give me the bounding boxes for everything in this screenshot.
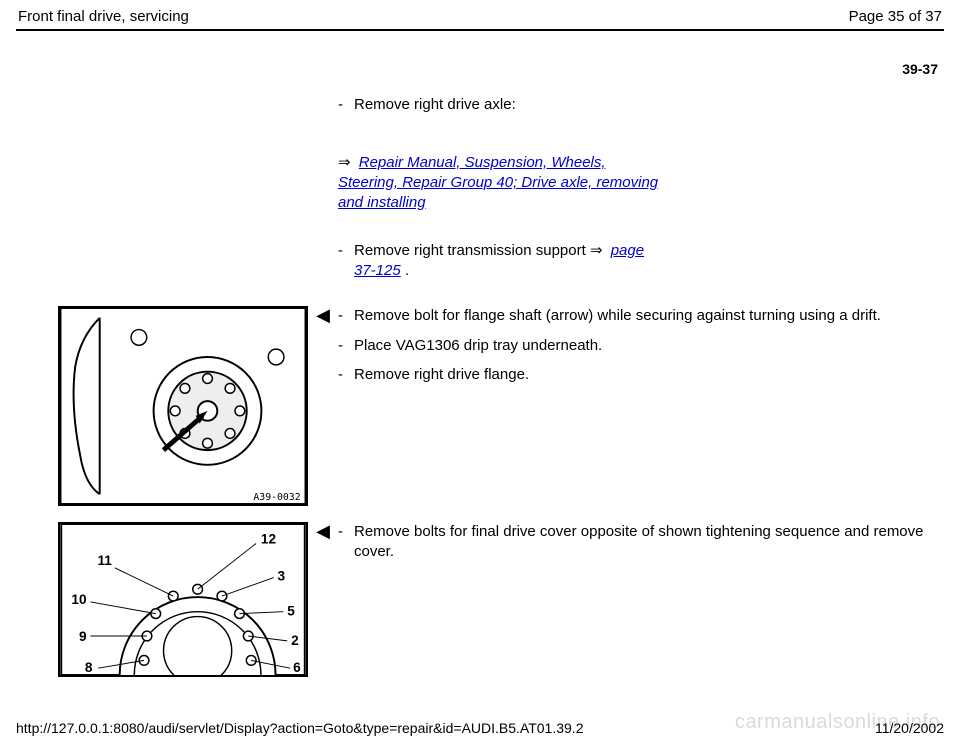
manual-reference: ⇒ Repair Manual, Suspension, Wheels, Ste… <box>338 153 662 214</box>
doc-title: Front final drive, servicing <box>18 8 189 25</box>
block-2-marker: ◀ <box>316 306 332 324</box>
step-remove-axle: Remove right drive axle: <box>338 95 662 115</box>
arrow-icon: ⇒ <box>338 154 351 171</box>
svg-text:10: 10 <box>71 592 87 607</box>
footer-url: http://127.0.0.1:8080/audi/servlet/Displ… <box>16 720 583 736</box>
block-2-list: Remove bolt for flange shaft (arrow) whi… <box>338 306 944 385</box>
svg-text:9: 9 <box>79 629 87 644</box>
page-number: Page 35 of 37 <box>849 8 942 25</box>
svg-text:11: 11 <box>97 553 112 568</box>
step-drip-tray: Place VAG1306 drip tray underneath. <box>338 336 944 356</box>
figure-cover-bolts: 8 9 10 11 12 3 5 2 6 <box>58 522 308 677</box>
block-3-marker: ◀ <box>316 522 332 540</box>
svg-text:8: 8 <box>85 660 93 675</box>
svg-text:A39-0032: A39-0032 <box>253 492 300 503</box>
page-code: 39-37 <box>16 61 938 77</box>
footer-date: 11/20/2002 <box>875 720 944 736</box>
svg-text:12: 12 <box>261 532 277 547</box>
block-1-text: Remove right drive axle: ⇒ Repair Manual… <box>332 95 662 290</box>
header-rule <box>16 29 944 31</box>
step-remove-support-post: . <box>401 262 409 279</box>
step-remove-bolt: Remove bolt for flange shaft (arrow) whi… <box>338 306 944 326</box>
block-1-list2: Remove right transmission support ⇒ page… <box>338 241 662 280</box>
block-1: Remove right drive axle: ⇒ Repair Manual… <box>16 95 944 290</box>
svg-text:5: 5 <box>287 604 295 619</box>
block-2-text: Remove bolt for flange shaft (arrow) whi… <box>332 306 944 395</box>
step-remove-flange: Remove right drive flange. <box>338 365 944 385</box>
block-3: 8 9 10 11 12 3 5 2 6 ◀ Remove bolts for … <box>16 522 944 677</box>
block-2-image-col: A39-0032 <box>16 306 316 506</box>
header-row: Front final drive, servicing Page 35 of … <box>16 8 944 27</box>
figure-flange-shaft: A39-0032 <box>58 306 308 506</box>
step-remove-cover: Remove bolts for final drive cover oppos… <box>338 522 944 561</box>
svg-text:3: 3 <box>277 569 285 584</box>
svg-text:2: 2 <box>291 633 299 648</box>
footer: http://127.0.0.1:8080/audi/servlet/Displ… <box>16 720 944 736</box>
arrow-icon: ⇒ <box>590 242 603 259</box>
step-remove-support-pre: Remove right transmission support <box>354 242 590 259</box>
step-remove-support: Remove right transmission support ⇒ page… <box>338 241 662 280</box>
block-3-image-col: 8 9 10 11 12 3 5 2 6 <box>16 522 316 677</box>
block-3-list: Remove bolts for final drive cover oppos… <box>338 522 944 561</box>
manual-link[interactable]: Repair Manual, Suspension, Wheels, Steer… <box>338 154 658 212</box>
block-2: A39-0032 ◀ Remove bolt for flange shaft … <box>16 306 944 506</box>
content: Remove right drive axle: ⇒ Repair Manual… <box>16 95 944 677</box>
block-1-list: Remove right drive axle: <box>338 95 662 115</box>
svg-text:6: 6 <box>293 660 301 675</box>
block-3-text: Remove bolts for final drive cover oppos… <box>332 522 944 571</box>
page-root: Front final drive, servicing Page 35 of … <box>0 0 960 742</box>
